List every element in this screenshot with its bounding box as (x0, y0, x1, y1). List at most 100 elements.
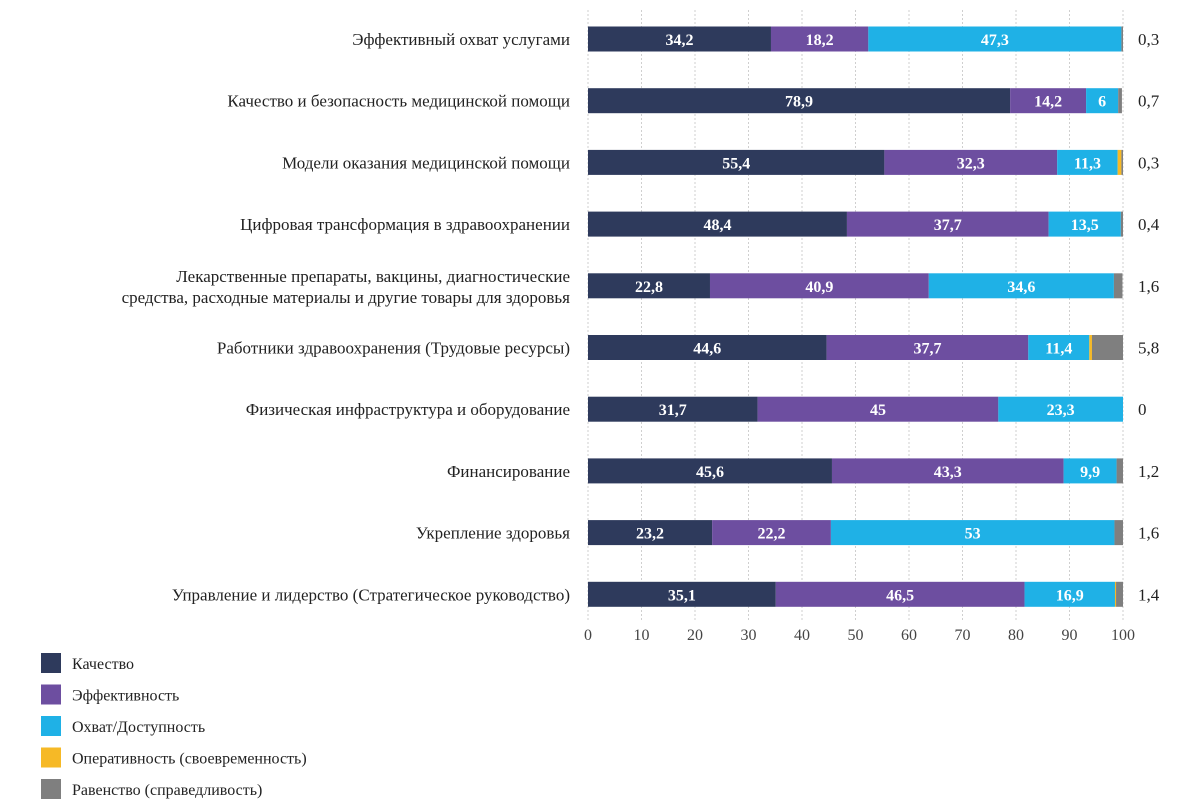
bar-value-label: 9,9 (1080, 464, 1100, 481)
bar-value-label: 22,8 (635, 279, 663, 296)
bar-value-label: 22,2 (758, 526, 786, 543)
x-tick-label: 100 (1111, 627, 1135, 644)
bar-segment (928, 273, 1114, 299)
bar-value-label: 11,3 (1074, 155, 1101, 172)
remainder-value-label: 1,6 (1138, 277, 1159, 296)
label-layer: 34,2 18,2 47,3 0,3 78,9 14,2 6 0,7 55,4 32,3 11,3 0… (635, 30, 1160, 604)
category-label: Управление и лидерство (Стратегическое р… (172, 585, 570, 604)
x-tick-label: 50 (848, 627, 864, 644)
bar-value-label: 35,1 (668, 587, 696, 604)
bar-segment (775, 581, 1025, 607)
bar-layer (588, 26, 1123, 607)
x-tick-label: 90 (1062, 627, 1078, 644)
bar-value-label: 13,5 (1071, 217, 1099, 234)
bar-segment (1010, 88, 1087, 114)
bar-value-label: 48,4 (703, 217, 731, 234)
bar-segment (1048, 211, 1121, 237)
bar-value-label: 44,6 (693, 341, 721, 358)
legend-label: Качество (72, 656, 134, 673)
bar-segment (831, 458, 1064, 484)
bar-segment (1057, 149, 1118, 175)
bar-segment (588, 396, 758, 422)
bar-value-label: 37,7 (934, 217, 962, 234)
bar-segment (846, 211, 1049, 237)
bar-segment (826, 335, 1029, 360)
x-tick-label: 60 (901, 627, 917, 644)
legend-swatch (41, 653, 61, 673)
remainder-value-label: 1,6 (1138, 524, 1159, 543)
remainder-value-label: 1,2 (1138, 462, 1159, 481)
legend-label: Оперативность (своевременность) (72, 751, 307, 768)
bar-segment (1063, 458, 1117, 484)
bar-segment (1117, 149, 1122, 175)
bar-value-label: 53 (965, 526, 981, 543)
x-tick-label: 10 (634, 627, 650, 644)
x-tick-label: 70 (955, 627, 971, 644)
remainder-value-label: 0,7 (1138, 92, 1160, 111)
bar-value-label: 47,3 (981, 32, 1009, 49)
bar-segment (1121, 149, 1123, 175)
bar-value-label: 40,9 (805, 279, 833, 296)
legend-label: Равенство (справедливость) (72, 782, 262, 799)
bar-segment (1116, 458, 1123, 484)
bar-value-label: 11,4 (1045, 341, 1072, 358)
category-label: Эффективный охват услугами (352, 30, 570, 49)
bar-segment (588, 581, 776, 607)
bar-segment (770, 26, 869, 52)
bar-value-label: 18,2 (806, 32, 834, 49)
bar-segment (1024, 581, 1115, 607)
category-label: Цифровая трансформация в здравоохранении (240, 215, 570, 234)
bar-segment (1113, 273, 1123, 299)
bar-value-label: 32,3 (957, 155, 985, 172)
bar-value-label: 6 (1098, 94, 1106, 111)
bar-segment (830, 520, 1115, 546)
bar-segment (588, 211, 847, 237)
bar-segment (998, 396, 1123, 422)
bar-segment (757, 396, 999, 422)
legend-swatch (41, 684, 61, 705)
bar-value-label: 23,3 (1047, 402, 1075, 419)
remainder-value-label: 0,3 (1138, 153, 1159, 172)
bar-value-label: 14,2 (1034, 94, 1062, 111)
bar-segment (712, 520, 831, 546)
remainder-value-label: 0,4 (1138, 215, 1160, 234)
x-tick-label: 80 (1008, 627, 1024, 644)
bar-value-label: 46,5 (886, 587, 914, 604)
x-tick-label: 30 (741, 627, 757, 644)
bar-segment (1114, 581, 1117, 607)
legend-label: Эффективность (72, 688, 179, 705)
remainder-value-label: 1,4 (1138, 585, 1160, 604)
bar-segment (868, 26, 1122, 52)
bar-value-label: 34,6 (1007, 279, 1035, 296)
category-label: Финансирование (447, 462, 570, 481)
category-label: Физическая инфраструктура и оборудование (246, 400, 570, 419)
x-tick-label: 40 (794, 627, 810, 644)
bar-segment (588, 458, 832, 484)
remainder-value-label: 5,8 (1138, 339, 1159, 358)
bar-value-label: 31,7 (659, 402, 687, 419)
bar-segment (1114, 520, 1123, 546)
x-tick-label: 0 (584, 627, 592, 644)
bar-segment (588, 335, 827, 360)
x-tick-label: 20 (687, 627, 703, 644)
bar-segment (884, 149, 1058, 175)
legend-label: Охват/Доступность (72, 719, 205, 736)
bar-segment (588, 88, 1011, 114)
bar-value-label: 23,2 (636, 526, 664, 543)
bar-segment (1116, 581, 1123, 607)
legend-swatch (41, 716, 61, 736)
bar-segment (588, 26, 771, 52)
bar-value-label: 37,7 (913, 341, 941, 358)
bar-segment (1091, 335, 1123, 360)
remainder-value-label: 0 (1138, 400, 1147, 419)
bar-value-label: 45 (870, 402, 886, 419)
bar-segment (1120, 211, 1123, 237)
bar-value-label: 34,2 (665, 32, 693, 49)
bar-segment (709, 273, 929, 299)
bar-value-label: 78,9 (785, 94, 813, 111)
bar-value-label: 16,9 (1056, 587, 1084, 604)
remainder-value-label: 0,3 (1138, 30, 1159, 49)
bar-value-label: 43,3 (934, 464, 962, 481)
category-label: Модели оказания медицинской помощи (282, 153, 570, 172)
